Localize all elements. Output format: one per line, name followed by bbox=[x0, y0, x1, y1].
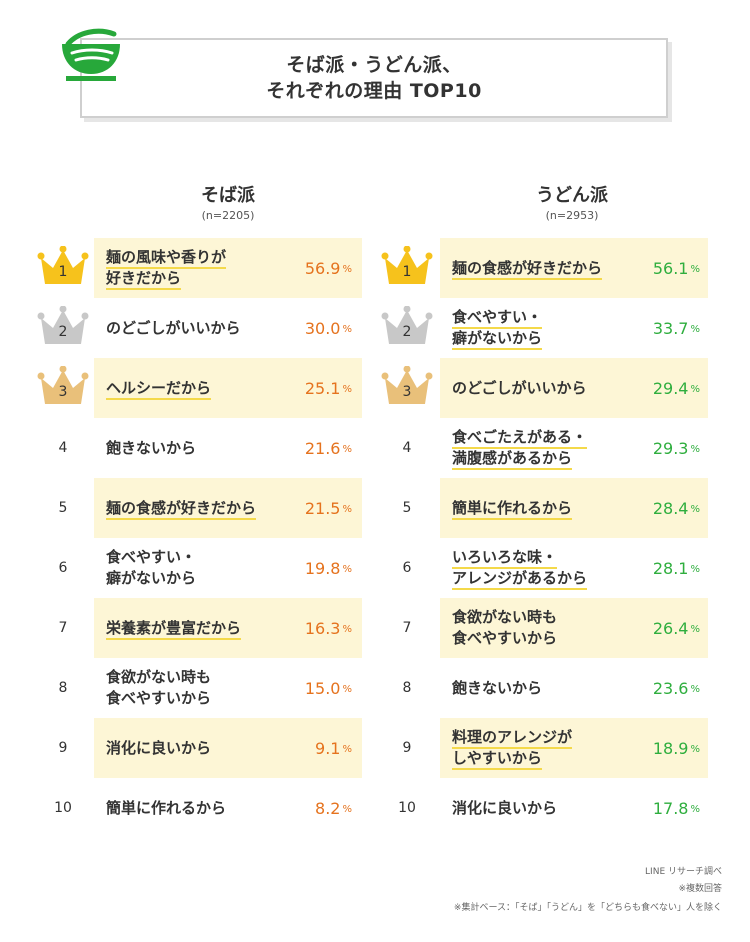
udon-percent-value: 29.4% bbox=[652, 378, 700, 398]
soba-rank-number: 7 bbox=[58, 620, 68, 636]
udon-rank-number: 3 bbox=[402, 384, 412, 400]
udon-rank-number: 9 bbox=[402, 740, 412, 756]
udon-reason-label: 消化に良いから bbox=[452, 798, 558, 817]
udon-row-highlight bbox=[440, 718, 708, 778]
udon-reason-label: 食べやすい・ 癖がないから bbox=[452, 298, 543, 358]
soba-row-highlight bbox=[94, 478, 362, 538]
udon-reason-label: 簡単に作れるから bbox=[452, 478, 573, 538]
soba-reason-label: 麺の食感が好きだから bbox=[106, 478, 257, 538]
soba-reason-label: 麺の風味や香りが 好きだから bbox=[106, 238, 227, 298]
udon-row-highlight bbox=[440, 478, 708, 538]
udon-reason-label: いろいろな味・ アレンジがあるから bbox=[452, 538, 588, 598]
soba-reason-label: 食欲がない時も 食べやすいから bbox=[106, 668, 212, 707]
soba-title: そば派 bbox=[201, 185, 255, 206]
soba-percent-value: 21.5% bbox=[304, 498, 352, 518]
udon-rank-number: 4 bbox=[402, 440, 412, 456]
crown-icon bbox=[381, 306, 433, 344]
udon-percent-value: 33.7% bbox=[652, 318, 700, 338]
udon-rank-number: 1 bbox=[402, 264, 412, 280]
udon-rank-number: 7 bbox=[402, 620, 412, 636]
soba-rank-number: 10 bbox=[54, 800, 72, 816]
crown-icon bbox=[381, 246, 433, 284]
udon-sample-size: (n=2953) bbox=[545, 209, 599, 222]
soba-percent-value: 15.0% bbox=[304, 678, 352, 698]
udon-column-header: うどん派 (n=2953) bbox=[432, 184, 712, 224]
udon-percent-value: 28.4% bbox=[652, 498, 700, 518]
soba-reason-label: 消化に良いから bbox=[106, 738, 212, 757]
udon-row-highlight bbox=[440, 598, 708, 658]
soba-reason-label: 飽きないから bbox=[106, 438, 197, 457]
soba-rank-number: 9 bbox=[58, 740, 68, 756]
soba-percent-value: 8.2% bbox=[315, 798, 352, 818]
soba-row-highlight bbox=[94, 598, 362, 658]
crown-icon bbox=[37, 246, 89, 284]
soba-percent-value: 16.3% bbox=[304, 618, 352, 638]
soba-reason-label: のどごしがいいから bbox=[106, 318, 241, 337]
crown-icon bbox=[37, 366, 89, 404]
udon-percent-value: 26.4% bbox=[652, 618, 700, 638]
udon-reason-label: 麺の食感が好きだから bbox=[452, 238, 603, 298]
soba-percent-value: 9.1% bbox=[315, 738, 352, 758]
udon-rank-number: 6 bbox=[402, 560, 412, 576]
soba-rank-number: 4 bbox=[58, 440, 68, 456]
soba-row-highlight bbox=[94, 718, 362, 778]
soba-reason-label: 食べやすい・ 癖がないから bbox=[106, 548, 197, 587]
title-line-1: そば派・うどん派、 bbox=[286, 54, 462, 76]
crown-icon bbox=[381, 366, 433, 404]
source-note: LINE リサーチ調べ bbox=[645, 867, 722, 877]
soba-rank-number: 5 bbox=[58, 500, 68, 516]
udon-percent-value: 56.1% bbox=[652, 258, 700, 278]
soba-percent-value: 56.9% bbox=[304, 258, 352, 278]
soba-percent-value: 25.1% bbox=[304, 378, 352, 398]
soba-rank-number: 8 bbox=[58, 680, 68, 696]
soba-rank-number: 3 bbox=[58, 384, 68, 400]
title-line-2: それぞれの理由 TOP10 bbox=[266, 80, 482, 102]
udon-rank-number: 10 bbox=[398, 800, 416, 816]
base-note: ※集計ベース：「そば」「うどん」を「どちらも食べない」人を除く bbox=[453, 903, 722, 913]
soba-rank-number: 6 bbox=[58, 560, 68, 576]
multiple-answer-note: ※複数回答 bbox=[678, 884, 722, 894]
udon-rank-number: 5 bbox=[402, 500, 412, 516]
noodle-bowl-icon bbox=[62, 28, 120, 81]
title-card: そば派・うどん派、 それぞれの理由 TOP10 bbox=[80, 38, 668, 118]
soba-reason-label: 栄養素が豊富だから bbox=[106, 598, 242, 658]
soba-percent-value: 30.0% bbox=[304, 318, 352, 338]
soba-row-highlight bbox=[94, 238, 362, 298]
soba-percent-value: 19.8% bbox=[304, 558, 352, 578]
udon-percent-value: 29.3% bbox=[652, 438, 700, 458]
udon-reason-label: 料理のアレンジが しやすいから bbox=[452, 718, 573, 778]
soba-reason-label: 簡単に作れるから bbox=[106, 798, 227, 817]
udon-percent-value: 17.8% bbox=[652, 798, 700, 818]
crown-icon bbox=[37, 306, 89, 344]
udon-percent-value: 23.6% bbox=[652, 678, 700, 698]
udon-reason-label: 食欲がない時も 食べやすいから bbox=[452, 608, 558, 647]
udon-row-highlight bbox=[440, 358, 708, 418]
udon-reason-label: のどごしがいいから bbox=[452, 378, 587, 397]
udon-title: うどん派 bbox=[536, 185, 608, 206]
soba-column-header: そば派 (n=2205) bbox=[88, 184, 368, 224]
udon-percent-value: 28.1% bbox=[652, 558, 700, 578]
udon-rank-number: 8 bbox=[402, 680, 412, 696]
soba-percent-value: 21.6% bbox=[304, 438, 352, 458]
udon-row-highlight bbox=[440, 238, 708, 298]
soba-reason-label: ヘルシーだから bbox=[106, 358, 212, 418]
soba-rank-number: 2 bbox=[58, 324, 68, 340]
udon-percent-value: 18.9% bbox=[652, 738, 700, 758]
soba-sample-size: (n=2205) bbox=[201, 209, 255, 222]
soba-rank-number: 1 bbox=[58, 264, 68, 280]
udon-reason-label: 飽きないから bbox=[452, 678, 543, 697]
udon-reason-label: 食べごたえがある・ 満腹感があるから bbox=[452, 418, 588, 478]
soba-row-highlight bbox=[94, 358, 362, 418]
udon-rank-number: 2 bbox=[402, 324, 412, 340]
